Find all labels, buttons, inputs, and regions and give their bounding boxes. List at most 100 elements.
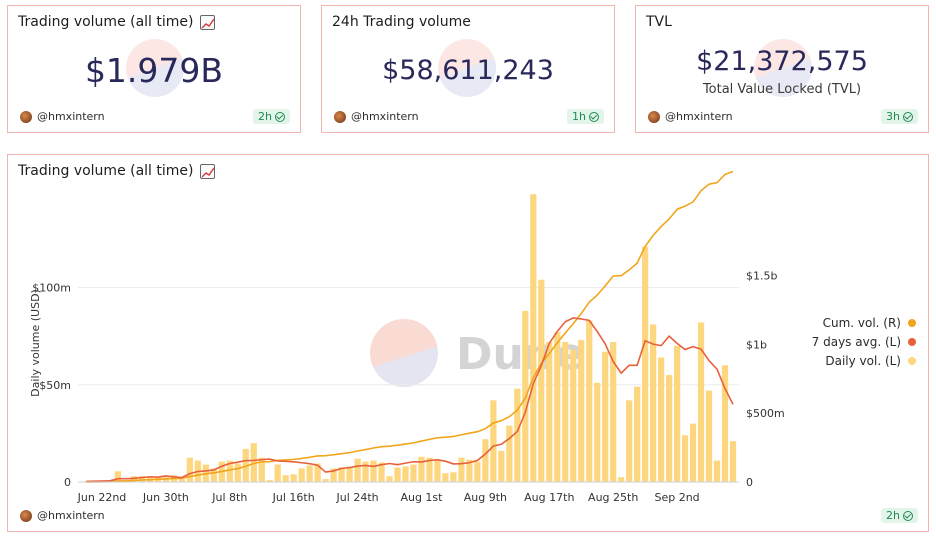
daily-volume-bar [482, 439, 489, 482]
author-handle[interactable]: @hmxintern [37, 110, 105, 123]
stat-value: $21,372,575 [696, 46, 868, 77]
daily-volume-bar [570, 349, 577, 482]
daily-volume-bar [610, 341, 617, 482]
daily-volume-bar [346, 466, 353, 482]
chart-increasing-icon [199, 163, 215, 179]
daily-volume-bar [546, 341, 553, 482]
y-left-tick-label: 0 [64, 476, 71, 489]
daily-volume-bar [322, 479, 329, 482]
legend-item-daily[interactable]: Daily vol. (L) [812, 351, 916, 370]
x-tick-label: Jul 8th [211, 491, 247, 504]
x-tick-label: Aug 17th [524, 491, 574, 504]
daily-volume-bar [602, 351, 609, 482]
daily-volume-bar [418, 456, 425, 482]
stat-card-tvl[interactable]: TVL $21,372,575 Total Value Locked (TVL)… [635, 5, 929, 133]
daily-volume-bar [114, 471, 122, 482]
avatar [20, 509, 32, 522]
card-footer: @hmxintern [20, 110, 105, 123]
cumulative-volume-line [85, 170, 734, 483]
legend-label: 7 days avg. (L) [811, 334, 901, 349]
daily-volume-bar [210, 468, 217, 482]
daily-volume-bar [362, 461, 369, 482]
chart-increasing-icon [199, 14, 215, 30]
daily-volume-bar [258, 457, 265, 482]
daily-volume-bar [450, 472, 457, 482]
daily-volume-bar [650, 324, 657, 482]
daily-volume-bar [266, 480, 273, 482]
daily-volume-bar [386, 476, 393, 482]
daily-volume-bar [274, 464, 281, 482]
check-circle-icon [589, 111, 599, 122]
daily-volume-bar [618, 477, 625, 482]
daily-volume-bar [378, 462, 385, 482]
x-tick-label: Aug 9th [464, 491, 507, 504]
daily-volume-bar [354, 458, 361, 482]
dune-watermark-icon [754, 39, 812, 97]
grid [78, 287, 739, 386]
daily-volume-bar [562, 341, 569, 482]
daily-volume-bar [729, 441, 737, 482]
x-tick-label: Jun 30th [142, 491, 189, 504]
y-right-tick-label: $1b [746, 338, 767, 351]
daily-volume-bar [186, 457, 193, 482]
freshness-age: 2h [886, 509, 900, 522]
freshness-age: 3h [886, 110, 900, 123]
daily-volume-bar [410, 464, 417, 482]
freshness-badge: 3h [881, 109, 918, 124]
legend-swatch [908, 356, 916, 365]
daily-volume-bar [673, 345, 681, 482]
y-left-tick-label: $100m [32, 282, 71, 295]
author-handle[interactable]: @hmxintern [351, 110, 419, 123]
card-title-text: 24h Trading volume [332, 14, 471, 30]
legend-item-cum[interactable]: Cum. vol. (R) [812, 313, 916, 332]
y-right-tick-label: $1.5b [746, 270, 777, 283]
daily-volume-bar [578, 340, 585, 482]
daily-volume-bar [642, 246, 649, 482]
daily-volume-bar [314, 463, 321, 482]
chart-title: Trading volume (all time) [18, 163, 215, 179]
author-handle[interactable]: @hmxintern [37, 509, 105, 522]
card-title: TVL [646, 14, 672, 30]
daily-volume-bar [538, 279, 545, 482]
legend-label: Cum. vol. (R) [822, 315, 901, 330]
author-handle[interactable]: @hmxintern [665, 110, 733, 123]
check-circle-icon [903, 111, 913, 122]
daily-volume-bar [530, 194, 537, 483]
legend-item-avg[interactable]: 7 days avg. (L) [812, 332, 916, 351]
chart-card-trading-volume[interactable]: Trading volume (all time) Dune 0 $50m $100… [7, 154, 929, 532]
daily-volume-bar [466, 459, 473, 482]
daily-volume-bar [713, 460, 721, 482]
check-circle-icon [903, 510, 913, 521]
chart-legend: Cum. vol. (R) 7 days avg. (L) Daily vol.… [812, 313, 916, 370]
daily-volume-bar [338, 467, 345, 482]
daily-volume-bar [506, 425, 513, 482]
y-right-tick-label: 0 [746, 476, 753, 489]
daily-volume-bar [282, 475, 289, 482]
daily-volume-bar [681, 435, 689, 482]
check-circle-icon [275, 111, 285, 122]
x-tick-label: Aug 25th [588, 491, 638, 504]
daily-volume-bar [138, 476, 146, 482]
daily-volume-bar [474, 461, 481, 482]
x-tick-label: Jun 22nd [77, 491, 127, 504]
card-title-text: TVL [646, 14, 672, 30]
legend-swatch [908, 337, 916, 346]
stat-card-total-volume[interactable]: Trading volume (all time) $1.979B @hmxin… [7, 5, 301, 133]
daily-volume-bar [658, 357, 665, 482]
seven-day-avg-line [85, 317, 734, 483]
daily-volume-bar [426, 457, 433, 482]
stat-subtitle: Total Value Locked (TVL) [702, 82, 862, 97]
axes: 0 $50m $100m 0 $500m $1b $1.5b Jun 22nd Jun 30th… [32, 270, 784, 504]
freshness-age: 1h [572, 110, 586, 123]
daily-volume-bar [514, 388, 521, 482]
card-title-text: Trading volume (all time) [18, 14, 194, 30]
daily-volume-bar [634, 386, 641, 482]
daily-volume-bar [226, 460, 233, 482]
daily-volume-bar [554, 332, 561, 482]
legend-label: Daily vol. (L) [825, 353, 901, 368]
stat-card-24h-volume[interactable]: 24h Trading volume $58,611,243 @hmxinter… [321, 5, 615, 133]
daily-volume-bar [721, 365, 729, 482]
daily-volume-bar [594, 382, 601, 482]
daily-volume-bar [394, 467, 401, 482]
